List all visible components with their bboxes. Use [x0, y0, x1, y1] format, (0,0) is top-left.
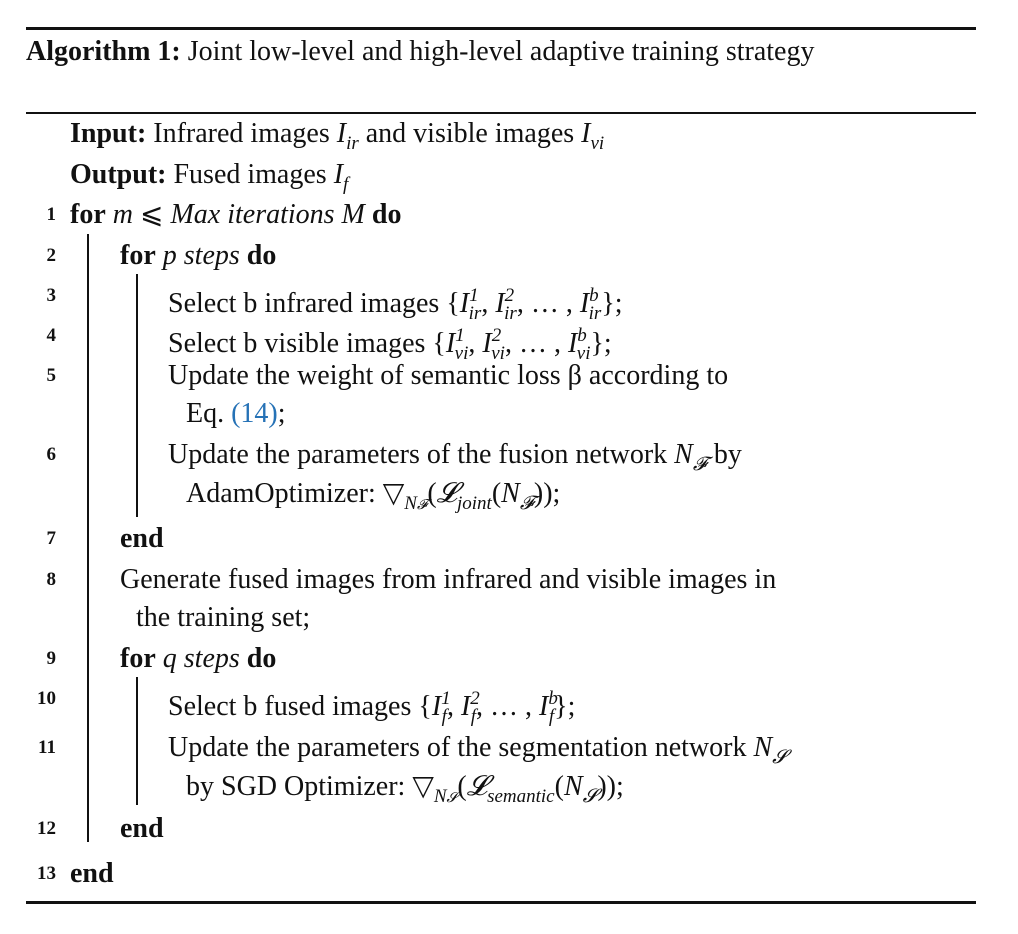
- line-number: 10: [37, 688, 56, 709]
- algo-line-6: Update the parameters of the fusion netw…: [168, 439, 742, 475]
- inner-loop-bar-2: [136, 677, 138, 805]
- algo-line-1: for m ⩽ Max iterations M do: [70, 199, 402, 230]
- algorithm-caption: Algorithm 1: Joint low-level and high-le…: [26, 33, 966, 71]
- algo-line-8: Generate fused images from infrared and …: [120, 564, 777, 595]
- algo-line-7: end: [120, 523, 164, 554]
- algo-line-2: for p steps do: [120, 240, 277, 271]
- line-number: 1: [46, 204, 57, 225]
- line-number: 2: [46, 245, 57, 266]
- algo-line-9: for q steps do: [120, 643, 277, 674]
- line-number: 5: [46, 365, 57, 386]
- bottom-rule: [26, 901, 976, 904]
- line-number: 13: [37, 863, 56, 884]
- outer-loop-bar: [87, 234, 89, 842]
- line-number: 9: [46, 648, 57, 669]
- algorithm-title: Joint low-level and high-level adaptive …: [187, 36, 815, 67]
- algo-line-5: Update the weight of semantic loss β acc…: [168, 360, 729, 391]
- algo-line-6-cont: AdamOptimizer: ▽N𝓕(𝓛joint(N𝓕));: [186, 478, 561, 514]
- output-line: Output: Fused images If: [70, 159, 349, 195]
- header-rule: [26, 112, 976, 114]
- input-line: Input: Infrared images Iir and visible i…: [70, 118, 605, 154]
- line-number: 8: [46, 569, 57, 590]
- algo-line-12: end: [120, 813, 164, 844]
- top-rule: [26, 27, 976, 30]
- line-number: 6: [46, 444, 57, 465]
- algorithm-label: Algorithm 1:: [26, 36, 181, 67]
- line-number: 3: [46, 285, 57, 306]
- line-number: 4: [46, 325, 57, 346]
- line-number: 7: [46, 528, 57, 549]
- algo-line-5-cont: Eq. (14);: [186, 398, 286, 429]
- algo-line-4: Select b visible images {I1vi, I2vi, … ,…: [168, 325, 612, 364]
- algo-line-8-cont: the training set;: [136, 602, 311, 633]
- algo-line-13: end: [70, 858, 114, 889]
- algo-line-11-cont: by SGD Optimizer: ▽N𝓢(𝓛semantic(N𝓢));: [186, 771, 624, 807]
- inner-loop-bar-1: [136, 274, 138, 517]
- algo-line-11: Update the parameters of the segmentatio…: [168, 732, 787, 768]
- line-number: 11: [38, 737, 56, 758]
- equation-ref-link[interactable]: (14): [231, 398, 278, 429]
- algo-line-3: Select b infrared images {I1ir, I2ir, … …: [168, 285, 623, 324]
- algo-line-10: Select b fused images {I1f, I2f, … , Ibf…: [168, 688, 576, 727]
- line-number: 12: [37, 818, 56, 839]
